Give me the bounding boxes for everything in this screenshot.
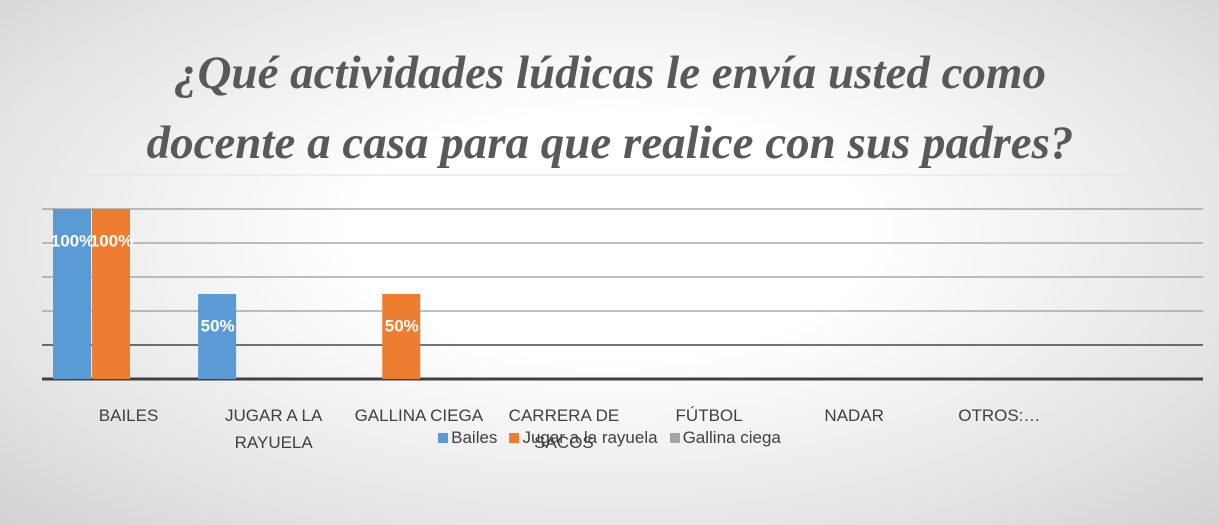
bar [92, 209, 130, 379]
legend-item: Gallina ciega [669, 428, 781, 447]
x-tick-label: CARRERA DE SACOS [508, 406, 620, 452]
x-tick-label: BAILES [98, 406, 159, 425]
legend-label: Gallina ciega [682, 428, 781, 447]
data-label: 100% [51, 231, 94, 250]
data-label: 100% [90, 231, 133, 250]
bar [382, 294, 421, 379]
x-tick-label: OTROS:… [958, 406, 1041, 425]
x-tick-label: JUGAR A LA RAYUELA [225, 406, 323, 452]
legend-swatch [438, 433, 449, 443]
x-tick-label: GALLINA CIEGA [354, 406, 484, 425]
legend-item: Jugar a la rayuela [509, 428, 658, 447]
legend: Bailes Jugar a la rayuela Gallina ciega [0, 428, 1219, 448]
legend-label: Jugar a la rayuela [522, 428, 658, 447]
legend-item: Bailes [438, 428, 497, 447]
chart-title: ¿Qué actividades lúdicas le envía usted … [146, 47, 1074, 169]
x-tick-label: NADAR [824, 406, 884, 425]
bar [198, 294, 237, 379]
legend-swatch [669, 433, 680, 443]
legend-label: Bailes [451, 428, 498, 447]
data-label: 50% [385, 316, 419, 335]
x-tick-label: FÚTBOL [675, 406, 743, 425]
data-label: 50% [201, 316, 235, 335]
bar [53, 209, 91, 379]
legend-swatch [509, 433, 520, 443]
